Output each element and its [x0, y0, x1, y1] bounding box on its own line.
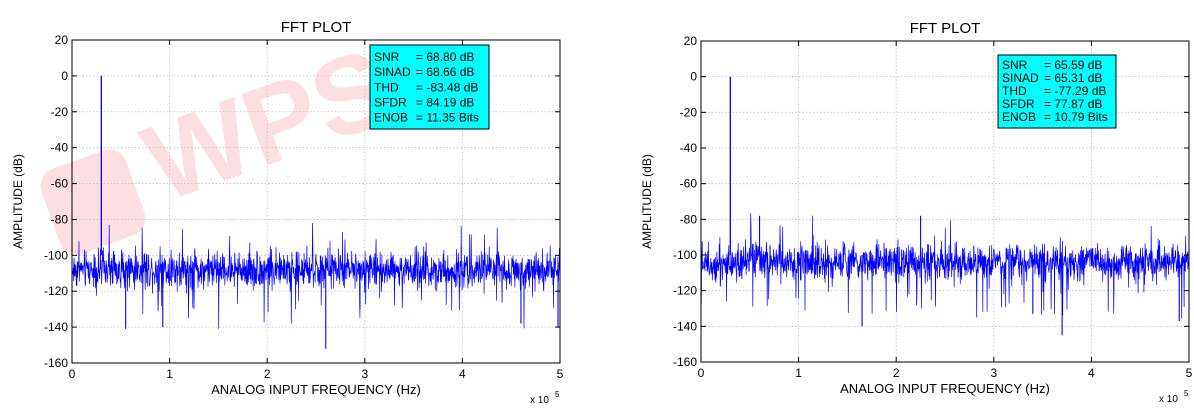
y-axis-label: AMPLITUDE (dB) [640, 154, 654, 249]
fft-plot-left: 0 1 2 3 4 5 20 0 -20 -40 -60 -80 -100 -120 -140 -160 FFT… [0, 0, 597, 406]
x-tick-label: 2 [264, 367, 271, 381]
y-tick-label: -20 [680, 105, 698, 119]
fft-chart-svg: 0 1 2 3 4 5 20 0 -20 -40 -60 -80 -100 -120 -140 -160 FFT… [11, 19, 564, 406]
x-tick-label: 1 [166, 367, 173, 381]
y-tick-label: -40 [51, 141, 69, 155]
x-tick-label: 3 [361, 367, 368, 381]
stat-label-snr: SNR [374, 50, 400, 64]
y-tick-label: -140 [44, 320, 68, 334]
stat-label-enob: ENOB [374, 111, 408, 125]
x-tick-label: 2 [893, 366, 900, 380]
noise-floor-trace [72, 222, 560, 329]
y-tick-label: 0 [61, 69, 68, 83]
y-tick-label: 0 [690, 70, 697, 84]
fft-chart-svg: 0 1 2 3 4 5 20 0 -20 -40 -60 -80 -100 -120 -140 -160 FFT… [640, 20, 1193, 405]
y-tick-label: -100 [44, 248, 68, 262]
axes-frame [71, 39, 561, 364]
stat-label-sfdr: SFDR [374, 95, 407, 109]
axes-frame [700, 40, 1190, 363]
x-tick-label: 3 [990, 366, 997, 380]
stat-label-sinad: SINAD [1002, 71, 1039, 85]
stat-value-sfdr: = 84.19 dB [416, 95, 474, 109]
x-tick-label: 5 [1186, 366, 1193, 380]
stats-box [369, 44, 490, 130]
y-tick-label: 20 [55, 33, 69, 47]
stat-label-enob: ENOB [1002, 110, 1036, 124]
stat-value-sfdr: = 77.87 dB [1044, 97, 1102, 111]
stat-value-sinad: = 68.66 dB [416, 65, 474, 79]
y-tick-label: -80 [680, 212, 698, 226]
stat-value-snr: = 68.80 dB [416, 50, 474, 64]
chart-title: FFT PLOT [281, 19, 352, 36]
stat-value-snr: = 65.59 dB [1044, 58, 1102, 72]
stat-label-sfdr: SFDR [1002, 97, 1035, 111]
fft-plot-right: 0 1 2 3 4 5 20 0 -20 -40 -60 -80 -100 -120 -140 -160 FFT… [597, 0, 1194, 405]
x-tick-label: 1 [795, 366, 802, 380]
stat-label-thd: THD [1002, 84, 1027, 98]
stat-value-thd: = -83.48 dB [416, 80, 478, 94]
x-axis-label: ANALOG INPUT FREQUENCY (Hz) [840, 381, 1050, 396]
noise-floor-trace [701, 213, 1189, 319]
y-tick-label: -80 [51, 212, 69, 226]
x-multiplier-exponent: 5 [555, 390, 560, 399]
x-axis-label: ANALOG INPUT FREQUENCY (Hz) [211, 382, 421, 397]
x-tick-label: 4 [459, 367, 466, 381]
chart-title: FFT PLOT [910, 20, 981, 37]
x-tick-label: 0 [698, 366, 705, 380]
x-multiplier-exponent: 5 [1184, 389, 1189, 398]
x-tick-label: 0 [69, 367, 76, 381]
y-tick-label: -20 [51, 105, 69, 119]
x-tick-label: 4 [1088, 366, 1095, 380]
y-tick-label: -120 [673, 284, 697, 298]
y-tick-label: -140 [673, 319, 697, 333]
stat-value-enob: = 10.79 Bits [1044, 110, 1108, 124]
y-tick-label: -100 [673, 248, 697, 262]
y-tick-label: -60 [680, 177, 698, 191]
stat-label-thd: THD [374, 80, 399, 94]
y-axis-label: AMPLITUDE (dB) [11, 154, 25, 249]
stats-box [997, 54, 1117, 129]
y-tick-label: -60 [51, 177, 69, 191]
stat-value-sinad: = 65.31 dB [1044, 71, 1102, 85]
y-tick-label: -40 [680, 141, 698, 155]
y-tick-label: -160 [673, 355, 697, 369]
stat-label-sinad: SINAD [374, 65, 411, 79]
y-tick-label: 20 [684, 34, 698, 48]
x-multiplier: x 10 [530, 395, 549, 403]
stat-value-enob: = 11.35 Bits [416, 111, 479, 125]
x-multiplier: x 10 [1159, 394, 1178, 403]
stat-value-thd: = -77.29 dB [1044, 84, 1106, 98]
y-tick-label: -160 [44, 356, 68, 370]
stat-label-snr: SNR [1002, 58, 1028, 72]
y-tick-label: -120 [44, 284, 68, 298]
x-tick-label: 5 [557, 367, 564, 381]
